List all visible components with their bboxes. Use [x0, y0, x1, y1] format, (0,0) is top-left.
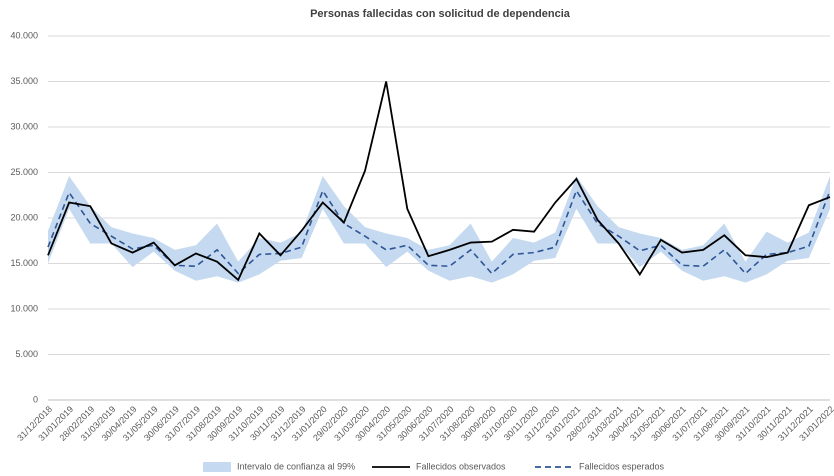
legend-swatch [203, 462, 231, 472]
y-tick-label: 40.000 [10, 30, 38, 40]
y-tick-label: 0 [33, 394, 38, 404]
y-tick-label: 10.000 [10, 303, 38, 313]
y-tick-label: 20.000 [10, 212, 38, 222]
y-tick-label: 25.000 [10, 167, 38, 177]
y-tick-label: 35.000 [10, 76, 38, 86]
chart-title: Personas fallecidas con solicitud de dep… [310, 8, 571, 20]
series-line [47, 81, 831, 282]
y-tick-label: 5.000 [15, 349, 38, 359]
legend-label: Intervalo de confianza al 99% [237, 461, 355, 471]
y-tick-label: 30.000 [10, 121, 38, 131]
legend-label: Fallecidos observados [416, 461, 506, 471]
confidence-band [48, 176, 830, 283]
legend-label: Fallecidos esperados [579, 461, 665, 471]
y-tick-label: 15.000 [10, 258, 38, 268]
